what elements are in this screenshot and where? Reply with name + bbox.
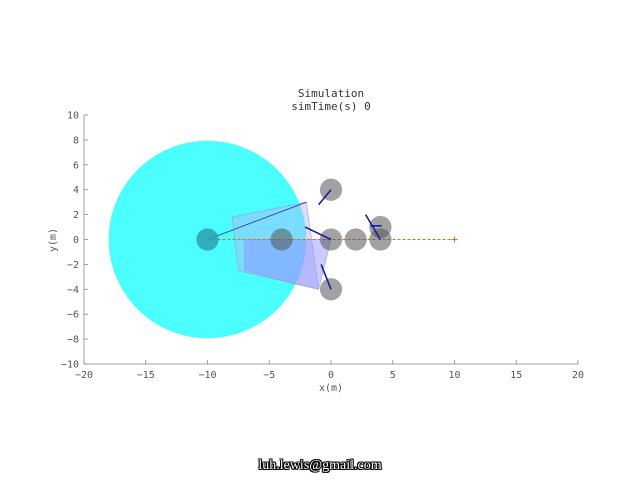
x-tick-label: 0: [328, 370, 334, 381]
x-axis-ticks: −20 −15 −10 −5 0 5 10 15 20: [75, 360, 584, 381]
x-tick-label: −15: [137, 370, 155, 381]
robot-marker: [196, 228, 219, 251]
x-tick-label: −20: [75, 370, 93, 381]
chart-title: Simulation: [298, 87, 364, 100]
y-axis-ticks: −10 −8 −6 −4 −2 0 2 4 6 8 10: [61, 111, 88, 371]
fov-region-2: [244, 239, 332, 290]
y-tick-label: 2: [73, 210, 79, 221]
x-tick-label: 15: [510, 370, 522, 381]
y-tick-label: −10: [61, 360, 79, 371]
y-tick-label: 6: [73, 160, 79, 171]
x-tick-label: −10: [198, 370, 216, 381]
x-axis-label: x(m): [319, 383, 343, 394]
agent-1-heading: [318, 189, 332, 206]
sensor-ray-line: [207, 201, 307, 240]
x-tick-label: 20: [572, 370, 584, 381]
agent-7: [270, 228, 293, 251]
y-tick-label: 10: [67, 111, 79, 122]
y-tick-label: −2: [67, 260, 79, 271]
agent-2-heading: [304, 226, 332, 241]
watermark-text: luh.lewis@gmail.com: [258, 458, 382, 473]
y-tick-label: −6: [67, 310, 79, 321]
plot-area: [108, 140, 458, 339]
y-axis-label: y(m): [48, 228, 59, 252]
y-tick-label: −4: [67, 285, 79, 296]
chart-subtitle: simTime(s) 0: [291, 100, 370, 113]
agent-6-heading: [364, 214, 382, 240]
x-tick-label: 10: [448, 370, 460, 381]
x-tick-label: −5: [263, 370, 275, 381]
y-tick-label: −8: [67, 335, 79, 346]
y-tick-label: 4: [73, 185, 79, 196]
agent-3-heading: [320, 264, 332, 290]
agent-1: [319, 178, 343, 201]
x-tick-label: 5: [390, 370, 396, 381]
y-tick-label: 0: [73, 235, 79, 246]
y-tick-label: 8: [73, 135, 79, 146]
agent-4: [344, 228, 367, 251]
agent-6: [369, 228, 392, 251]
